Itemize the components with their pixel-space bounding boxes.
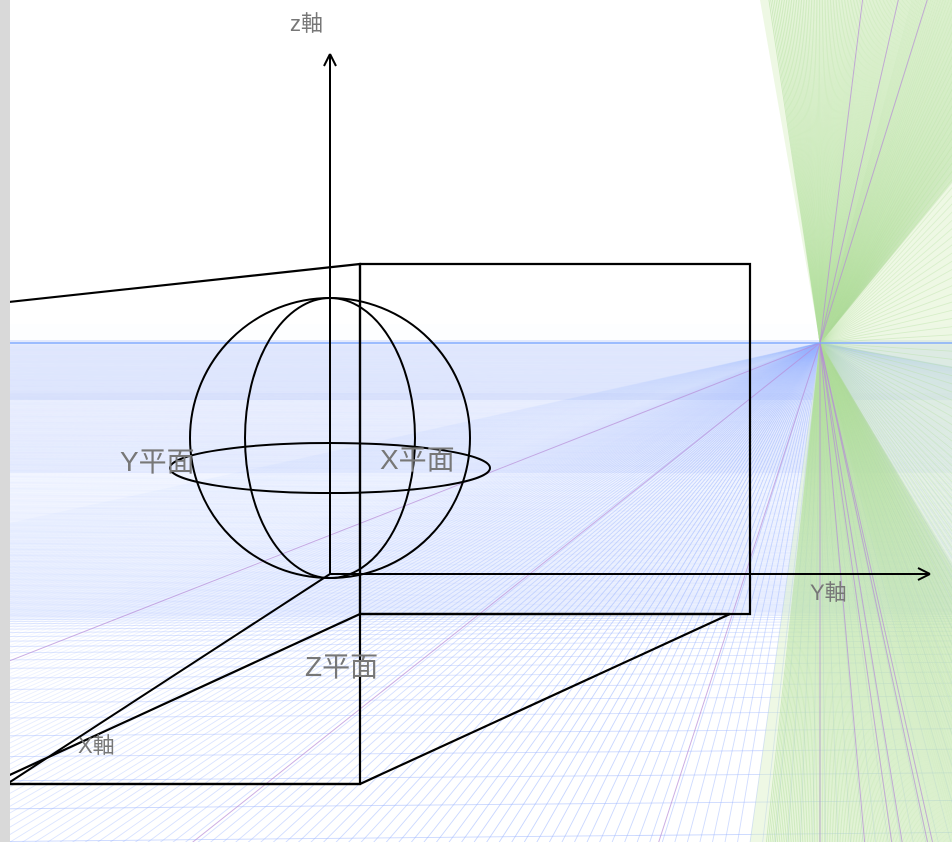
left-edge-bar [0,0,10,842]
scene-3d [0,0,952,842]
